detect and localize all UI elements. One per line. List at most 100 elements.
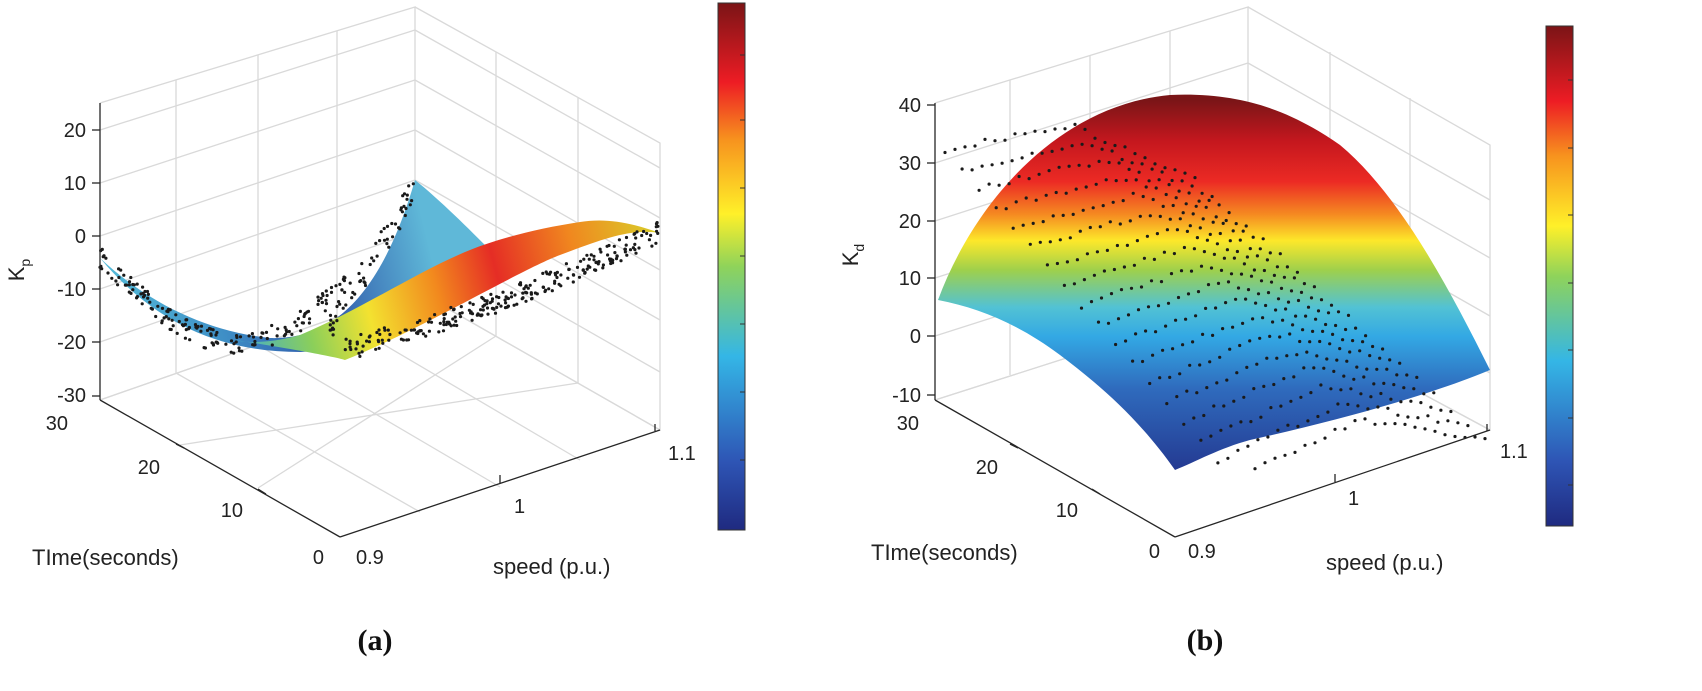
chart-b-point [1429, 405, 1433, 409]
chart-b-point [1079, 306, 1084, 310]
chart-a-point [645, 231, 649, 236]
chart-a-x-tick: 1 [514, 496, 525, 518]
chart-a-point [585, 253, 589, 257]
chart-b-point [1439, 408, 1443, 412]
chart-b-point [1289, 399, 1293, 403]
chart-b-point [1296, 298, 1301, 303]
chart-a-point [530, 297, 534, 301]
chart-a-point [405, 193, 409, 197]
chart-b-point [1242, 262, 1246, 266]
chart-a-point [129, 275, 133, 280]
chart-a-point [428, 317, 432, 321]
chart-b-point [1090, 144, 1094, 148]
chart-a-point [184, 328, 188, 332]
chart-a-point [160, 306, 165, 310]
chart-b-point [1311, 329, 1315, 333]
chart-a-point [637, 246, 641, 250]
chart-a-point [331, 321, 335, 325]
chart-b-point [1210, 194, 1214, 199]
chart-b-point [1275, 265, 1279, 269]
chart-a-point [404, 328, 408, 332]
chart-b-point [1312, 366, 1316, 370]
chart-b-point [1108, 220, 1112, 224]
chart-b-point [1151, 197, 1155, 202]
chart-a-point [382, 326, 386, 330]
chart-b-point [1252, 387, 1256, 391]
chart-a-point [331, 333, 335, 337]
chart-b-point [1343, 427, 1347, 431]
chart-b-point [1183, 171, 1187, 175]
chart-b-point [1093, 136, 1097, 140]
chart-b-point [1235, 371, 1239, 375]
chart-b-point [1232, 256, 1236, 260]
chart-b-point [1101, 204, 1105, 208]
chart-b-point [1266, 435, 1270, 439]
chart-b-point [1381, 347, 1385, 351]
chart-b-point [1033, 129, 1037, 133]
chart-b-point [1253, 467, 1257, 471]
chart-a-point [331, 327, 336, 331]
chart-b-data-points [943, 122, 1487, 471]
chart-a-point [135, 282, 139, 286]
chart-b-point [1144, 185, 1148, 189]
chart-b-point [1127, 167, 1131, 171]
chart-a-point [362, 276, 366, 280]
chart-a-y-tick: 0 [313, 547, 324, 569]
chart-a-point [492, 307, 496, 311]
chart-a-point [167, 317, 171, 321]
chart-a-point [298, 309, 302, 313]
chart-b-point [993, 139, 997, 143]
chart-b-z-tick: 30 [899, 153, 921, 175]
chart-b-point [1167, 183, 1171, 187]
chart-b-point [1160, 170, 1164, 174]
chart-a-point [442, 320, 446, 324]
chart-b-point [1246, 288, 1251, 292]
chart-a-data-points [98, 182, 660, 358]
chart-a-z-tick: -20 [57, 332, 86, 354]
chart-a-point [447, 320, 451, 324]
chart-a-point [324, 298, 328, 302]
chart-b-point [1136, 308, 1141, 312]
chart-b-point [1352, 377, 1356, 381]
chart-a-point [490, 297, 495, 301]
chart-b-point [1326, 311, 1331, 315]
chart-b-point [1365, 367, 1369, 371]
chart-b-point [1089, 300, 1094, 304]
chart-b-point [1263, 461, 1267, 465]
chart-b-point [1222, 256, 1226, 260]
chart-b-point [1363, 417, 1367, 421]
chart-b-point [1276, 297, 1281, 301]
chart-a-point [544, 270, 548, 274]
chart-a-point [455, 323, 459, 328]
chart-b-z-tick: 40 [899, 95, 921, 117]
chart-a-point [127, 283, 131, 287]
chart-b-y-ticks: 30 20 10 0 [897, 413, 1160, 563]
chart-a-point [581, 268, 585, 272]
chart-a-point [215, 330, 219, 335]
chart-b-point [1248, 247, 1252, 251]
chart-b-point [1003, 138, 1007, 142]
chart-a-point [259, 335, 263, 339]
chart-b-z-tick: 0 [910, 326, 921, 348]
chart-a-point [605, 244, 609, 248]
chart-b-point [1191, 212, 1195, 216]
chart-b-point [1269, 406, 1273, 410]
chart-b-point [1209, 266, 1214, 270]
chart-b-point [1265, 258, 1269, 262]
chart-a-point [361, 344, 365, 348]
chart-a-point [452, 308, 456, 312]
chart-b-point [970, 168, 974, 172]
chart-b-point [1386, 406, 1390, 410]
chart-b-point [1109, 292, 1114, 296]
chart-b-point [1053, 127, 1057, 131]
chart-b-point [1286, 300, 1291, 304]
chart-a-point [390, 221, 394, 226]
chart-b-point [1180, 179, 1184, 183]
chart-b-point [1268, 251, 1272, 255]
chart-b-point [1281, 318, 1285, 322]
chart-b-point [1171, 347, 1175, 351]
chart-a-point [451, 317, 455, 321]
chart-b-point [1319, 383, 1323, 387]
chart-b-point [1051, 214, 1055, 218]
chart-b-point [1371, 344, 1375, 349]
